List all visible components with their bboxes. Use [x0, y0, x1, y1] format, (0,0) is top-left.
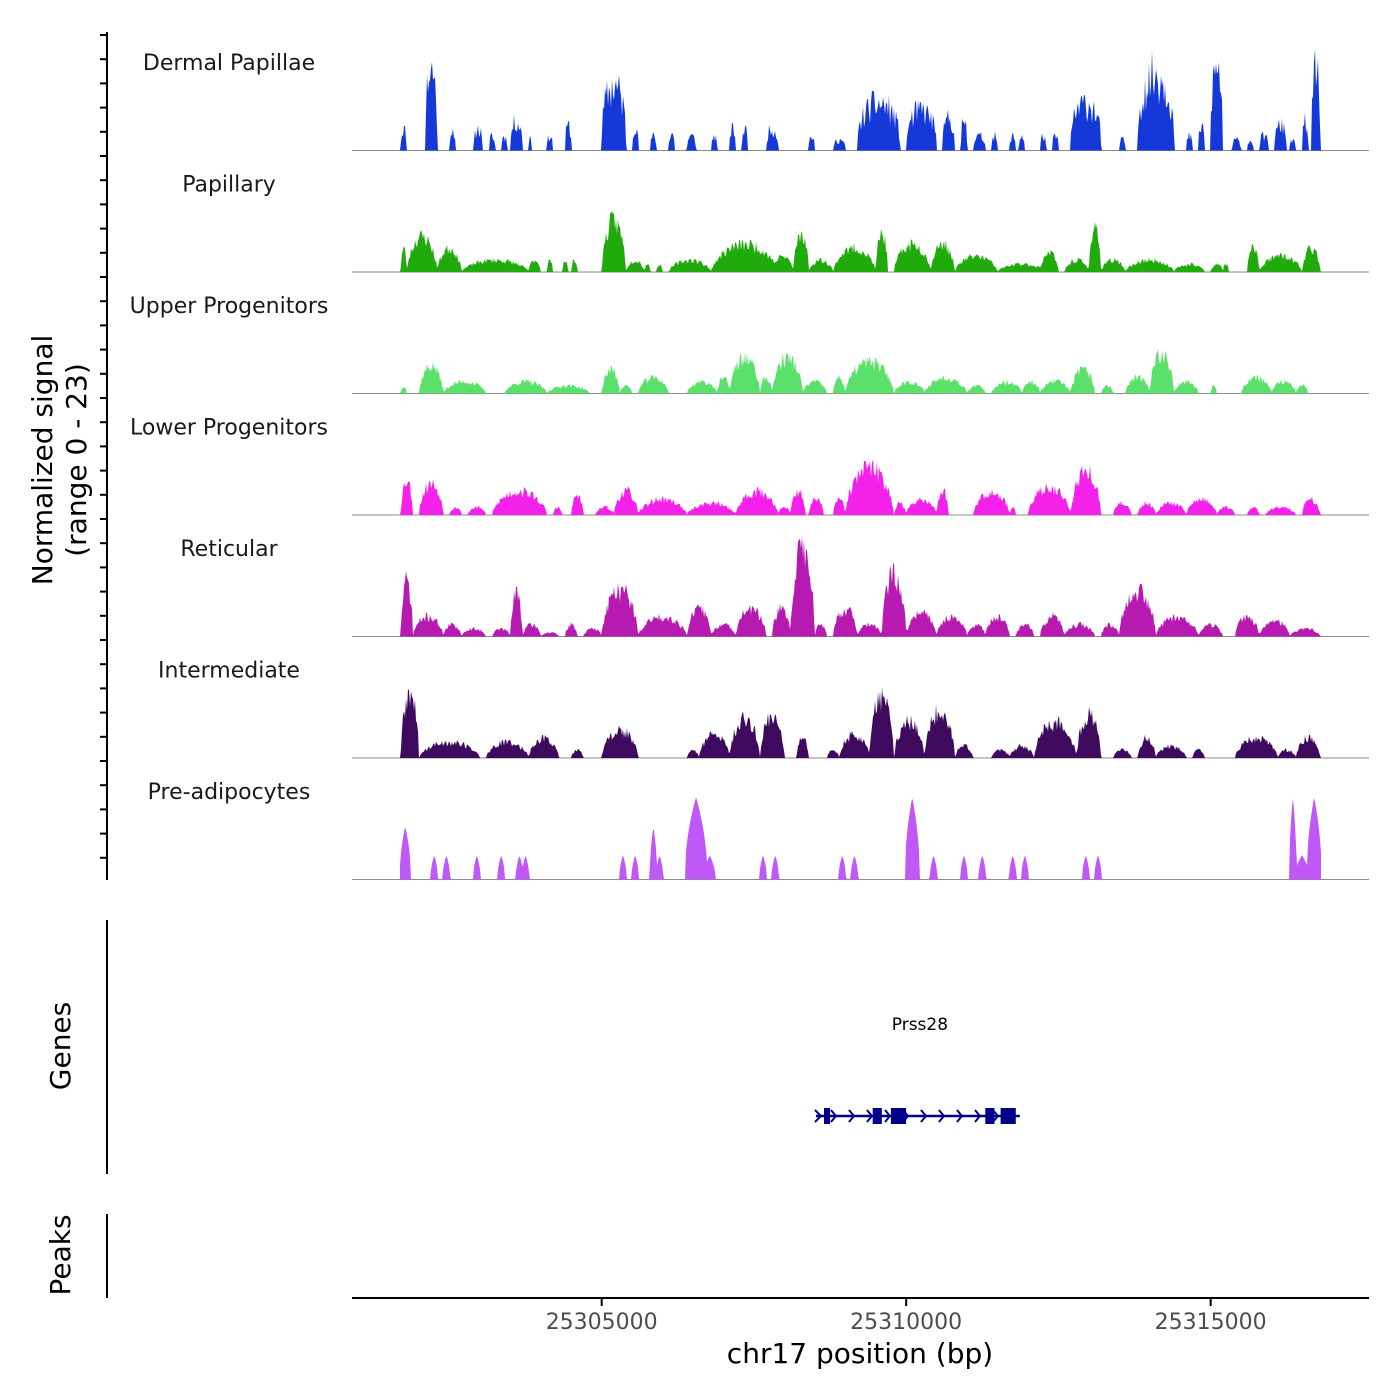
y-axis-label: Normalized signal (range 0 - 23)	[26, 335, 93, 586]
coverage-area	[400, 459, 1321, 515]
track-intermediate: Intermediate	[158, 659, 1369, 759]
x-tick-label: 25315000	[1155, 1310, 1267, 1335]
track-reticular: Reticular	[180, 535, 1369, 637]
strand-arrow	[866, 1109, 874, 1123]
strand-arrow	[974, 1109, 982, 1123]
exon	[985, 1108, 995, 1124]
exon	[1000, 1108, 1016, 1124]
track-label: Intermediate	[158, 659, 300, 684]
coverage-area	[400, 687, 1321, 758]
coverage-area	[400, 49, 1321, 151]
coverage-area	[400, 535, 1321, 637]
coverage-area	[400, 797, 1321, 880]
peaks-panel-title-wrap: Peaks	[44, 1214, 77, 1295]
x-axis-title: chr17 position (bp)	[727, 1337, 993, 1370]
strand-arrow	[884, 1109, 892, 1123]
strand-arrow	[938, 1109, 946, 1123]
strand-arrow	[920, 1109, 928, 1123]
track-label: Dermal Papillae	[143, 51, 315, 76]
gene-start-marker	[814, 1109, 823, 1123]
strand-arrow	[830, 1109, 838, 1123]
track-pre-adipocytes: Pre-adipocytes	[148, 780, 1369, 880]
y-axis-label-line2: (range 0 - 23)	[60, 363, 93, 557]
y-axis-label-line1: Normalized signal	[26, 335, 59, 586]
track-lower-progenitors: Lower Progenitors	[130, 416, 1369, 516]
strand-arrow	[992, 1109, 1000, 1123]
exon	[824, 1108, 831, 1124]
x-tick-label: 25310000	[850, 1310, 962, 1335]
x-axis-ticks: 25305000 25310000 25315000	[546, 1298, 1267, 1335]
x-tick-label: 25305000	[546, 1310, 658, 1335]
peaks-panel-title: Peaks	[44, 1214, 77, 1295]
gene-label: Prss28	[892, 1015, 948, 1035]
track-label: Papillary	[182, 173, 276, 198]
track-papillary: Papillary	[182, 173, 1369, 273]
track-label: Upper Progenitors	[130, 294, 329, 319]
exon	[872, 1108, 882, 1124]
track-dermal-papillae: Dermal Papillae	[143, 49, 1369, 151]
track-label: Lower Progenitors	[130, 416, 328, 441]
exon	[890, 1108, 907, 1124]
genes-panel-title: Genes	[44, 1002, 77, 1090]
gene-track: Prss28	[814, 1015, 1020, 1124]
track-label: Pre-adipocytes	[148, 780, 311, 805]
gene-prss28: Prss28	[814, 1015, 1020, 1124]
strand-arrow	[848, 1109, 856, 1123]
coverage-y-ticks	[100, 34, 107, 859]
track-label: Reticular	[180, 537, 278, 562]
genes-panel-title-wrap: Genes	[44, 1002, 77, 1090]
track-upper-progenitors: Upper Progenitors	[130, 294, 1369, 394]
coverage-tracks: Dermal Papillae Papillary Upper Progenitor…	[130, 49, 1369, 880]
strand-arrow	[956, 1109, 964, 1123]
coverage-area	[400, 349, 1321, 394]
coverage-area	[400, 211, 1321, 272]
